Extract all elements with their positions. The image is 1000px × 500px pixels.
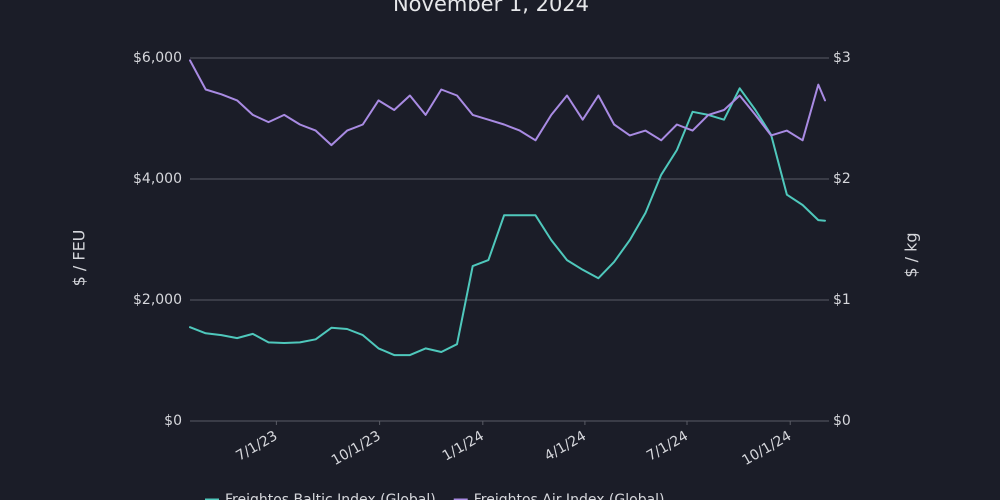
- x-tick-label: 7/1/24: [644, 428, 691, 464]
- chart-title: November 1, 2024: [393, 0, 589, 16]
- series-line: [189, 59, 826, 147]
- y2-tick-label: $2: [833, 171, 851, 187]
- y2-tick-label: $3: [833, 50, 851, 66]
- y2-tick-label: $1: [833, 292, 851, 308]
- series-line: [189, 87, 826, 357]
- y2-axis-title: $ / kg: [902, 232, 921, 277]
- legend-label: Freightos Baltic Index (Global): [225, 492, 436, 500]
- y-tick-label: $6,000: [133, 50, 182, 66]
- x-tick-label: 7/1/23: [233, 428, 280, 464]
- x-tick-label: 10/1/23: [329, 428, 384, 469]
- y-tick-label: $2,000: [133, 292, 182, 308]
- y-axis-title: $ / FEU: [70, 230, 89, 287]
- y2-tick-label: $0: [833, 413, 851, 429]
- x-tick-label: 1/1/24: [440, 428, 487, 464]
- y-tick-label: $0: [164, 413, 182, 429]
- y-tick-label: $4,000: [133, 171, 182, 187]
- x-tick-label: 10/1/24: [739, 428, 794, 469]
- legend-label: Freightos Air Index (Global): [474, 492, 665, 500]
- x-tick-label: 4/1/24: [542, 428, 589, 464]
